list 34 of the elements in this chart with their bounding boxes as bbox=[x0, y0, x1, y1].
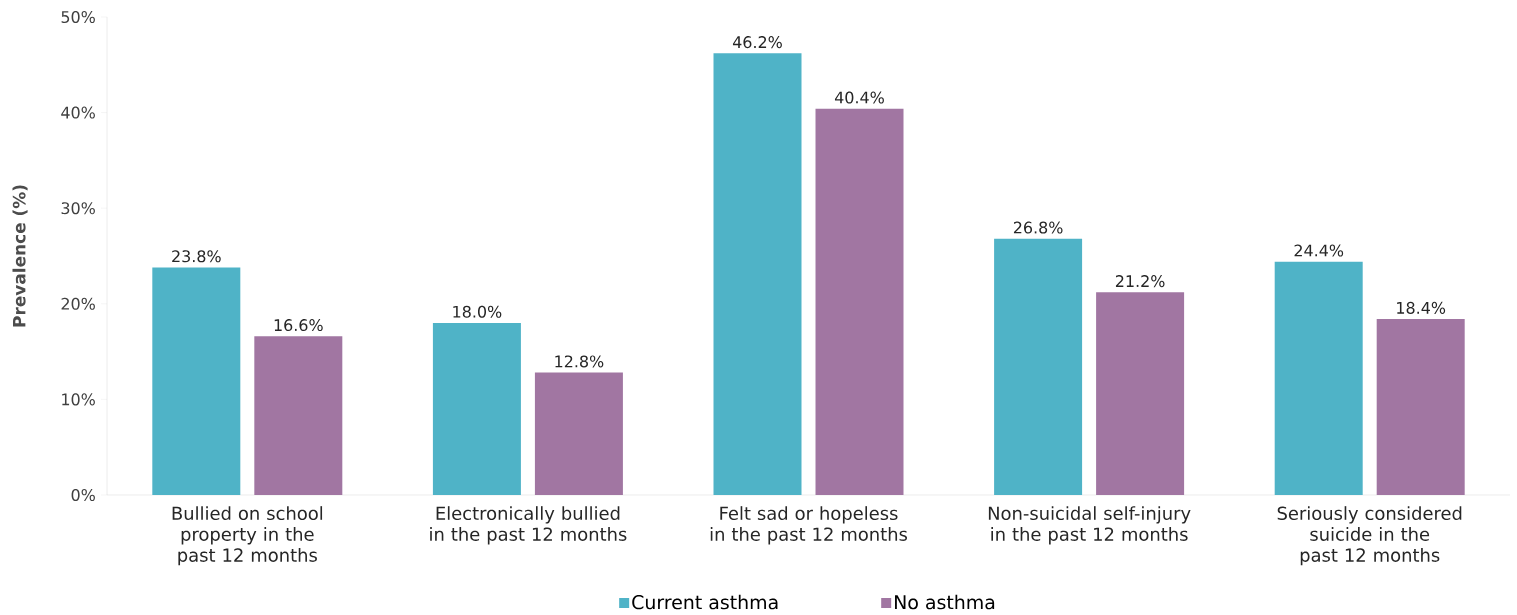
y-tick-label: 10% bbox=[62, 393, 95, 406]
data-label: 12.8% bbox=[555, 355, 604, 368]
data-label: 46.2% bbox=[732, 36, 782, 49]
x-tick-label: Bullied on school property in the past 12 months bbox=[172, 506, 323, 566]
y-tick-label: 20% bbox=[61, 297, 95, 310]
bar bbox=[1376, 319, 1465, 495]
bar bbox=[254, 336, 343, 495]
legend-label: Current asthma bbox=[632, 594, 778, 610]
bar bbox=[534, 372, 623, 495]
bar bbox=[432, 322, 521, 495]
bar bbox=[1096, 292, 1185, 495]
y-tick-label: 0% bbox=[71, 488, 95, 502]
bar bbox=[1274, 261, 1363, 495]
y-tick-label: 40% bbox=[61, 106, 95, 119]
y-tick-label: 30% bbox=[61, 202, 95, 215]
bar bbox=[994, 238, 1083, 495]
data-label: 16.6% bbox=[274, 319, 323, 332]
x-tick-label: Electronically bullied in the past 12 months bbox=[430, 506, 627, 545]
bar bbox=[815, 108, 904, 495]
data-label: 26.8% bbox=[1013, 221, 1063, 234]
bar bbox=[152, 267, 241, 495]
data-label: 18.0% bbox=[453, 305, 502, 318]
y-axis-title: Prevalence (%) bbox=[12, 185, 28, 327]
y-tick-label: 50% bbox=[61, 10, 95, 24]
data-label: 21.2% bbox=[1115, 275, 1165, 288]
x-tick-label: Seriously considered suicide in the past 12 months bbox=[1277, 506, 1462, 566]
x-tick-label: Non-suicidal self-injury in the past 12 months bbox=[988, 506, 1191, 545]
bar bbox=[713, 53, 802, 495]
data-label: 24.4% bbox=[1294, 244, 1344, 257]
x-tick-label: Felt sad or hopeless in the past 12 months bbox=[710, 506, 908, 545]
data-label: 40.4% bbox=[834, 91, 884, 104]
data-label: 23.8% bbox=[172, 250, 221, 263]
data-label: 18.4% bbox=[1397, 301, 1446, 314]
legend-label: No asthma bbox=[895, 594, 995, 610]
